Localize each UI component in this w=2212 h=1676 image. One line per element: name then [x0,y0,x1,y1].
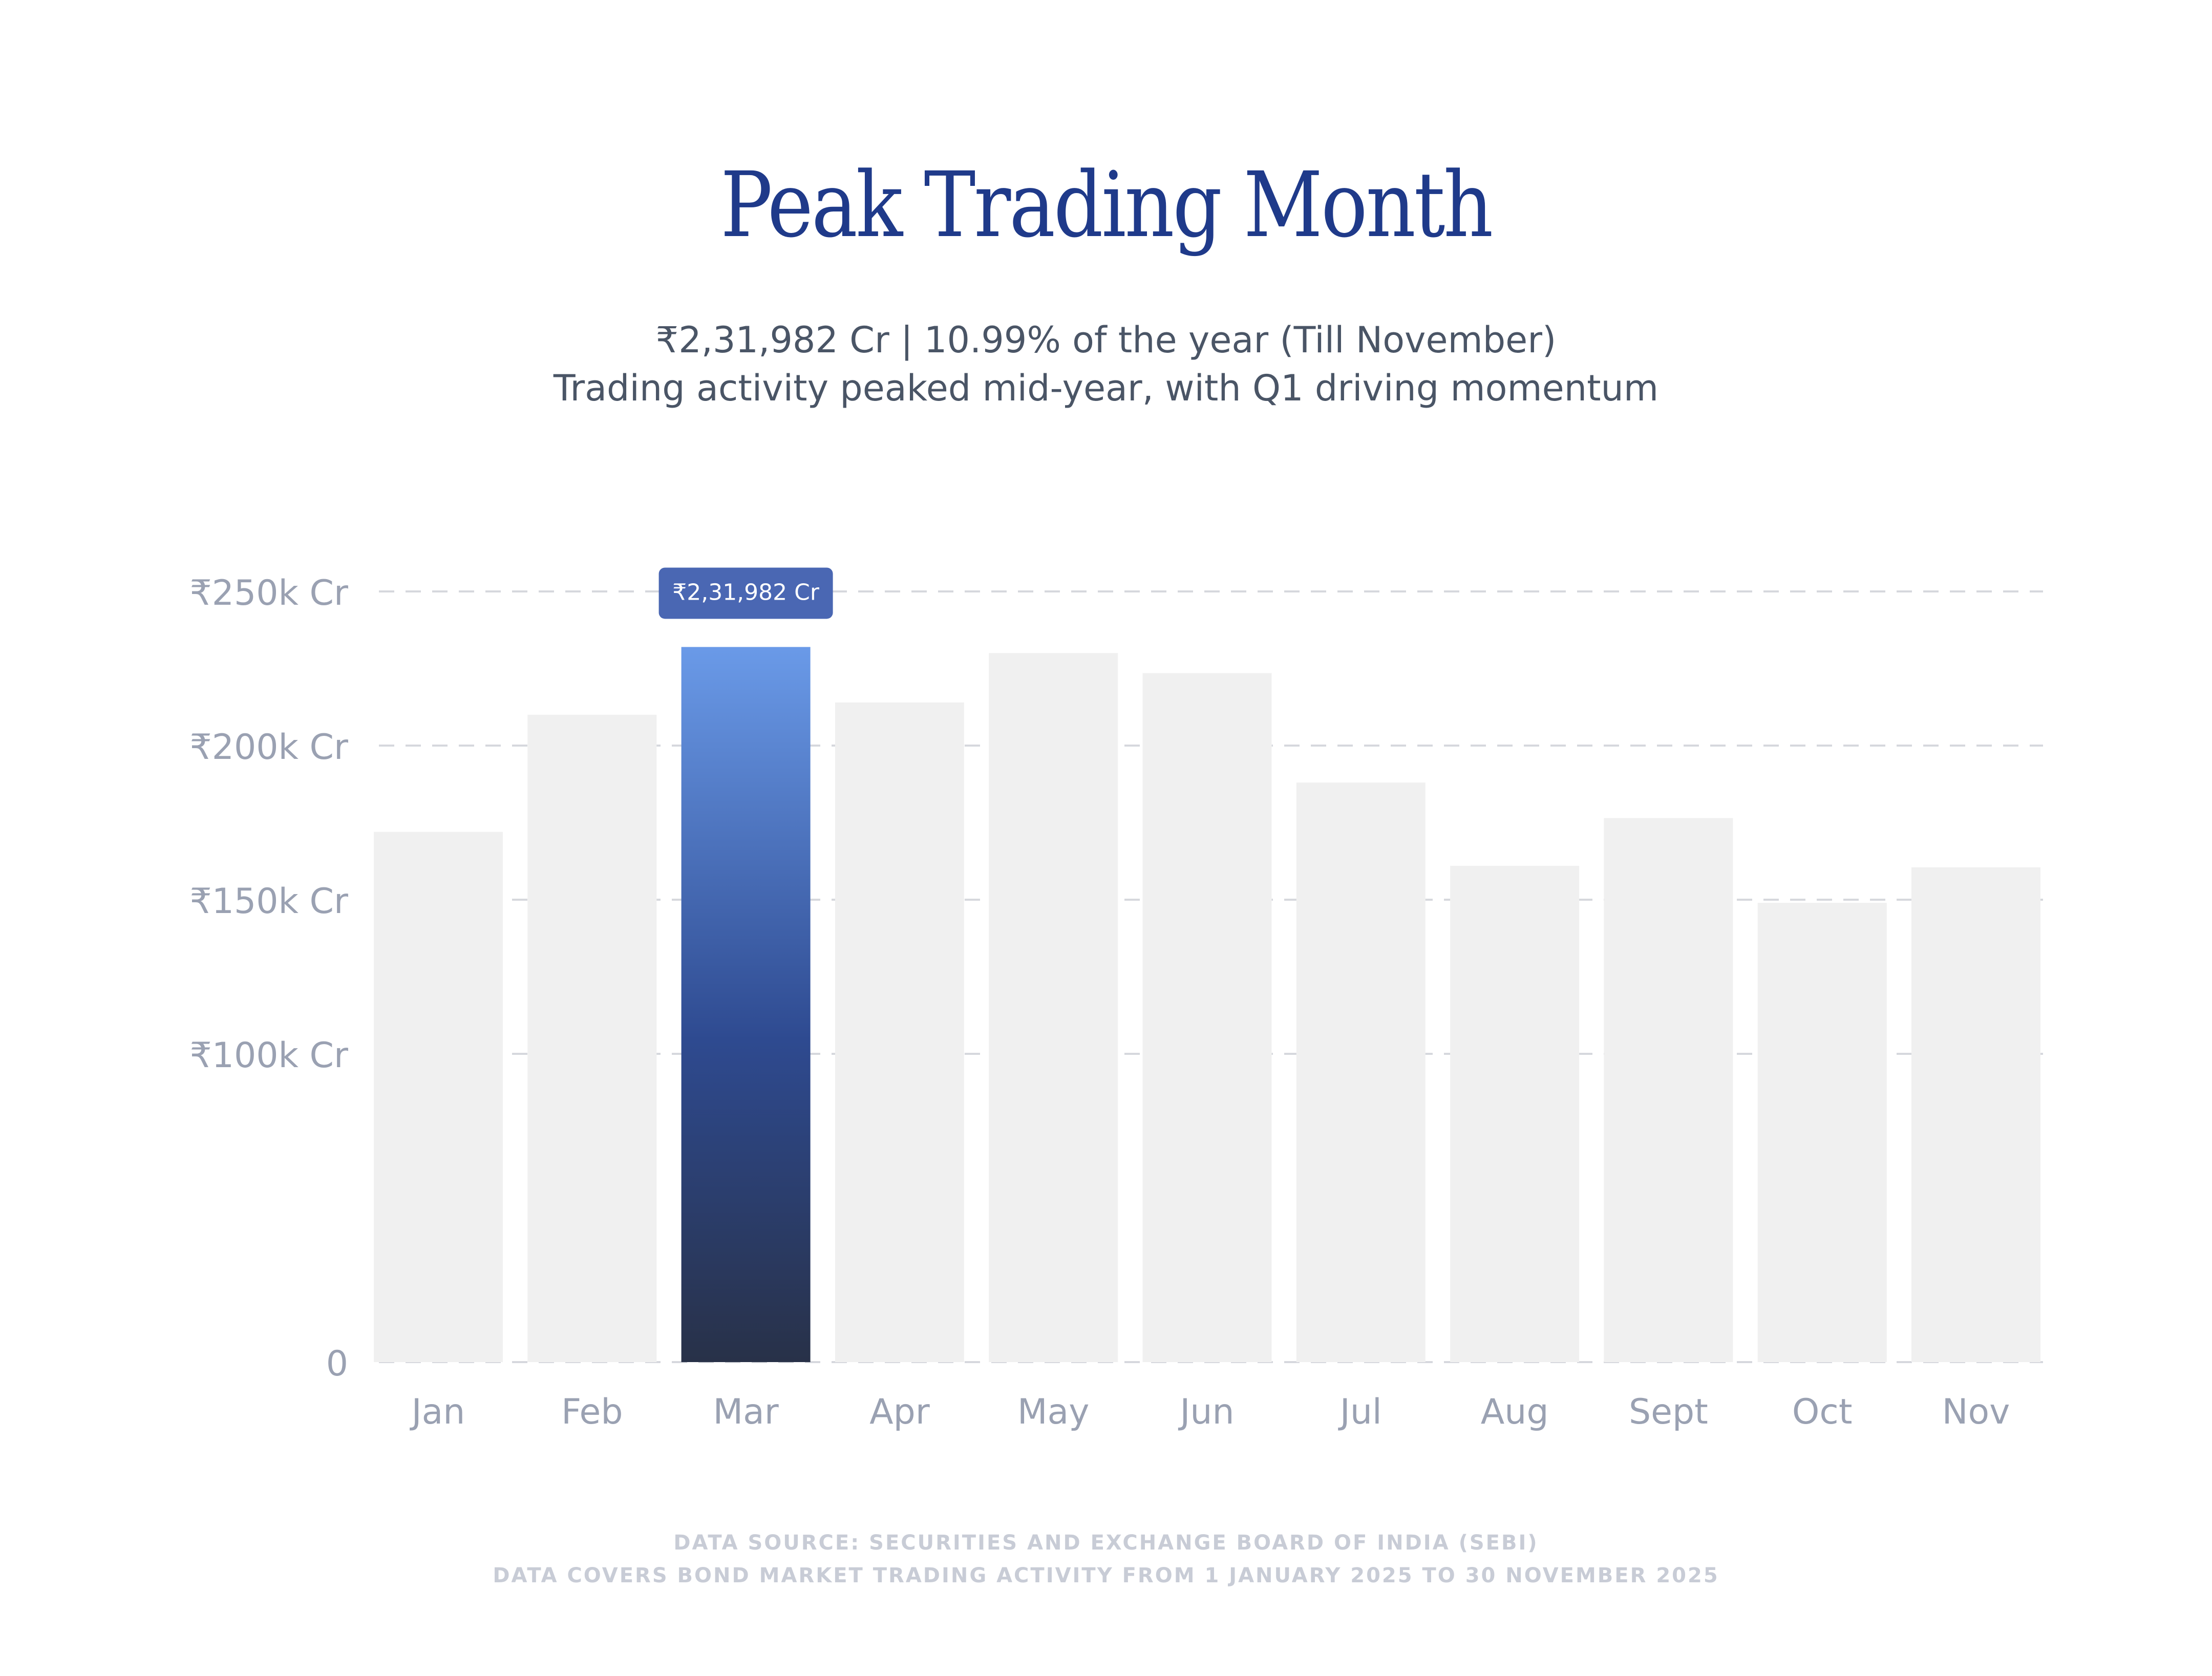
chart-subtitle-description: Trading activity peaked mid-year, with Q… [553,367,1659,409]
x-tick-label: Nov [1942,1392,2010,1432]
bar-mar[interactable] [681,647,811,1362]
y-tick-label: ₹150k Cr [190,881,349,922]
bar-jan[interactable] [374,832,503,1362]
bar-aug[interactable] [1450,865,1580,1362]
chart-subtitle-summary: ₹2,31,982 Cr | 10.99% of the year (Till … [655,319,1557,361]
x-tick-label: May [1017,1392,1090,1432]
y-tick-label: ₹200k Cr [190,727,349,768]
bar-nov[interactable] [1911,867,2040,1362]
x-tick-label: Jul [1338,1392,1382,1432]
x-tick-label: Feb [561,1392,623,1432]
x-tick-label: Apr [869,1392,930,1432]
bar-jun[interactable] [1142,673,1272,1362]
y-tick-label: 0 [326,1344,348,1384]
highlight-tooltip [658,567,833,619]
bar-apr[interactable] [835,702,964,1362]
x-tick-label: Oct [1792,1392,1853,1432]
chart-title: Peak Trading Month [720,153,1493,258]
footer-data-coverage: DATA COVERS BOND MARKET TRADING ACTIVITY… [493,1564,1719,1587]
bar-sept[interactable] [1604,818,1733,1362]
bar-oct[interactable] [1757,903,1887,1362]
y-tick-label: ₹100k Cr [190,1035,349,1076]
footer-data-source: DATA SOURCE: SECURITIES AND EXCHANGE BOA… [673,1531,1539,1555]
x-tick-label: Mar [713,1392,778,1432]
x-tick-label: Jun [1178,1392,1234,1432]
highlight-tooltip-label: ₹2,31,982 Cr [672,579,820,605]
bar-may[interactable] [989,653,1118,1362]
x-tick-label: Sept [1629,1392,1708,1432]
bar-jul[interactable] [1296,782,1426,1362]
y-tick-label: ₹250k Cr [190,573,349,613]
x-tick-label: Jan [410,1392,465,1432]
x-tick-label: Aug [1481,1392,1549,1432]
bar-feb[interactable] [527,714,657,1362]
